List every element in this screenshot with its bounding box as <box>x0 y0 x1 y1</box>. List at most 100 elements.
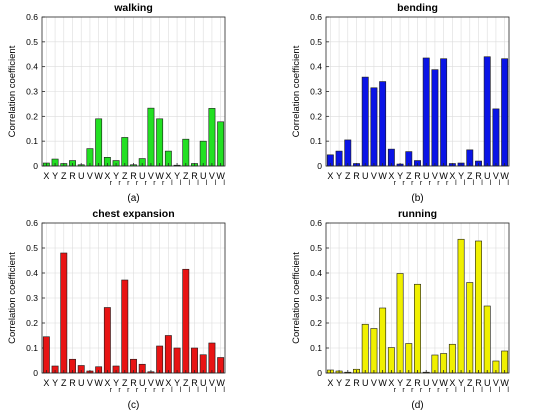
x-tick-subscript: r <box>145 387 148 394</box>
x-tick-subscript: r <box>429 387 432 394</box>
y-tick-label: 0.3 <box>26 87 38 97</box>
chart-panel-1: 00.10.20.30.40.50.6X Y Z R U V W XrYrZrRrUrVrWr… <box>7 2 226 204</box>
x-tick-subscript: l <box>464 387 466 394</box>
x-tick-label: X <box>104 171 110 181</box>
bar <box>199 140 207 167</box>
chart-panel-2: 00.10.20.30.40.50.6X Y Z R U V W XrYrZrRrUrVrWr… <box>291 2 510 204</box>
y-tick-label: 0 <box>317 161 322 171</box>
x-tick-label: R <box>353 378 360 388</box>
x-tick-subscript: l <box>473 387 475 394</box>
x-tick-label: W <box>439 171 448 181</box>
x-tick-label: U <box>200 378 207 388</box>
x-tick-label: W <box>155 378 164 388</box>
y-tick-label: 0.4 <box>310 268 322 278</box>
bar <box>422 57 430 167</box>
bar <box>405 343 413 374</box>
bar <box>501 58 509 167</box>
bar <box>475 240 482 374</box>
x-tick-subscript: l <box>180 180 182 187</box>
bar <box>396 273 404 374</box>
bar <box>466 282 474 374</box>
bar <box>370 87 378 167</box>
x-tick-subscript: l <box>189 180 191 187</box>
panel-label: (c) <box>128 400 140 411</box>
y-axis-label: Correlation coefficient <box>291 45 302 137</box>
y-tick-label: 0 <box>33 368 38 378</box>
x-tick-label: Y <box>336 171 342 181</box>
x-tick-label: Y <box>174 171 180 181</box>
bar <box>191 347 198 374</box>
x-tick-subscript: r <box>446 180 449 187</box>
x-tick-label: Z <box>122 378 128 388</box>
bar <box>414 283 421 374</box>
x-tick-label: Y <box>113 171 119 181</box>
x-tick-label: V <box>371 171 377 181</box>
y-tick-label: 0.4 <box>26 62 38 72</box>
x-tick-label: Z <box>183 378 189 388</box>
x-tick-subscript: l <box>197 180 199 187</box>
bar <box>370 328 378 374</box>
x-tick-label: V <box>209 378 215 388</box>
x-tick-label: V <box>493 171 499 181</box>
x-tick-subscript: l <box>490 180 492 187</box>
x-tick-label: U <box>139 171 146 181</box>
y-tick-label: 0.3 <box>310 293 322 303</box>
y-tick-label: 0.1 <box>310 136 322 146</box>
bar <box>42 336 50 374</box>
bar <box>95 118 103 167</box>
bar <box>217 121 225 167</box>
bar <box>344 139 352 167</box>
x-tick-subscript: r <box>402 387 405 394</box>
x-tick-subscript: r <box>162 387 165 394</box>
bar <box>208 342 216 374</box>
x-tick-subscript: r <box>136 180 139 187</box>
x-tick-subscript: l <box>171 180 173 187</box>
x-tick-label: Z <box>467 171 473 181</box>
x-tick-subscript: r <box>110 180 113 187</box>
x-tick-label: V <box>432 171 438 181</box>
x-tick-label: W <box>94 171 103 181</box>
bar <box>182 268 190 374</box>
bar <box>440 58 448 167</box>
x-tick-label: U <box>78 171 85 181</box>
x-tick-label: R <box>69 171 76 181</box>
axes-box <box>41 16 226 167</box>
chart-title: chest expansion <box>92 208 174 220</box>
x-tick-label: U <box>484 171 491 181</box>
bar <box>173 347 181 374</box>
bar <box>182 138 190 167</box>
y-tick-label: 0.4 <box>310 62 322 72</box>
chart-panel-3: 00.10.20.30.40.50.6X Y Z R U V W XrYrZrRrUrVrWr… <box>7 208 226 411</box>
x-tick-label: R <box>475 171 482 181</box>
x-tick-label: R <box>414 378 421 388</box>
bar <box>208 108 216 167</box>
x-tick-label: Y <box>336 378 342 388</box>
x-tick-subscript: l <box>223 180 225 187</box>
x-tick-label: R <box>69 378 76 388</box>
y-tick-label: 0.5 <box>310 37 322 47</box>
y-tick-label: 0.4 <box>26 268 38 278</box>
chart-panel-4: 00.10.20.30.40.50.6X Y Z R U V W XrYrZrRrUrVrWr… <box>291 208 510 411</box>
x-tick-label: Z <box>61 378 67 388</box>
x-tick-label: W <box>378 378 387 388</box>
x-tick-subscript: l <box>455 180 457 187</box>
x-tick-subscript: r <box>402 180 405 187</box>
x-tick-label: Y <box>397 171 403 181</box>
x-tick-label: Y <box>458 171 464 181</box>
bar <box>483 56 491 167</box>
y-tick-label: 0.2 <box>310 111 322 121</box>
x-tick-label: V <box>432 378 438 388</box>
x-tick-subscript: l <box>507 180 509 187</box>
bar <box>379 307 387 374</box>
x-tick-label: U <box>423 378 430 388</box>
x-tick-label: X <box>388 378 394 388</box>
x-tick-subscript: l <box>481 387 483 394</box>
x-tick-label: R <box>191 378 198 388</box>
x-tick-subscript: l <box>206 387 208 394</box>
x-tick-label: X <box>327 171 333 181</box>
x-tick-label: X <box>104 378 110 388</box>
x-tick-label: Y <box>113 378 119 388</box>
x-tick-subscript: l <box>197 387 199 394</box>
x-tick-label: W <box>155 171 164 181</box>
